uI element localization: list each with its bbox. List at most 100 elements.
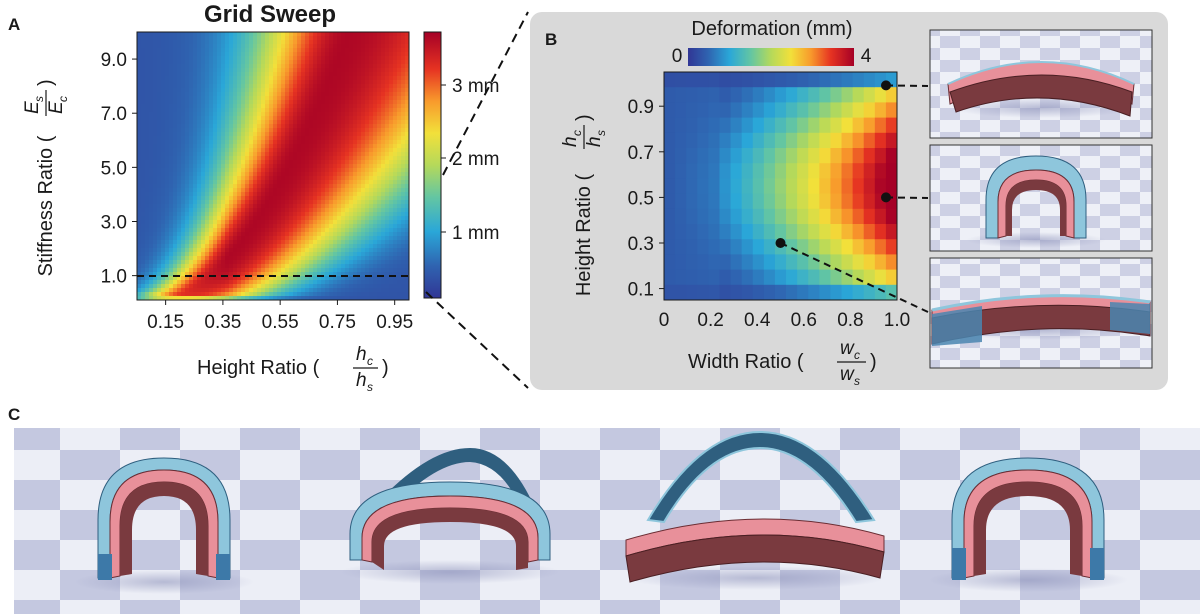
heatmap-a-cell bbox=[209, 188, 214, 193]
heatmap-a-cell bbox=[189, 108, 194, 113]
heatmap-a-cell bbox=[213, 280, 218, 285]
heatmap-a-cell bbox=[249, 88, 254, 93]
heatmap-a-cell bbox=[221, 212, 226, 217]
heatmap-a-cell bbox=[185, 220, 190, 225]
heatmap-a-cell bbox=[153, 240, 158, 245]
heatmap-a-cell bbox=[189, 248, 194, 253]
heatmap-a-cell bbox=[345, 104, 350, 109]
heatmap-a-cell bbox=[193, 216, 198, 221]
heatmap-a-cell bbox=[273, 216, 278, 221]
heatmap-a-cell bbox=[265, 120, 270, 125]
heatmap-a-cell bbox=[261, 256, 266, 261]
heatmap-a-cell bbox=[309, 244, 314, 249]
heatmap-a-cell bbox=[145, 68, 150, 73]
heatmap-a-cell bbox=[177, 96, 182, 101]
heatmap-a-cell bbox=[209, 196, 214, 201]
heatmap-a-cell bbox=[173, 216, 178, 221]
heatmap-a-cell bbox=[385, 224, 390, 229]
heatmap-a-cell bbox=[365, 60, 370, 65]
heatmap-a-cell bbox=[233, 160, 238, 165]
heatmap-a-cell bbox=[229, 128, 234, 133]
heatmap-a-cell bbox=[333, 156, 338, 161]
heatmap-a-cell bbox=[153, 212, 158, 217]
heatmap-a-cell bbox=[157, 276, 162, 281]
heatmap-a-cell bbox=[249, 112, 254, 117]
heatmap-a-cell bbox=[293, 136, 298, 141]
heatmap-a-cell bbox=[141, 100, 146, 105]
heatmap-a-cell bbox=[269, 56, 274, 61]
heatmap-a-cell bbox=[361, 176, 366, 181]
heatmap-a-cell bbox=[337, 256, 342, 261]
heatmap-a-cell bbox=[341, 184, 346, 189]
heatmap-a-cell bbox=[349, 272, 354, 277]
heatmap-a-cell bbox=[337, 124, 342, 129]
heatmap-a-cell bbox=[193, 108, 198, 113]
heatmap-a-cell bbox=[329, 276, 334, 281]
heatmap-a-cell bbox=[237, 100, 242, 105]
heatmap-a-cell bbox=[249, 184, 254, 189]
heatmap-a-cell bbox=[229, 88, 234, 93]
heatmap-a-cell bbox=[153, 108, 158, 113]
heatmap-a-cell bbox=[253, 180, 258, 185]
heatmap-a-cell bbox=[165, 204, 170, 209]
heatmap-a-cell bbox=[381, 212, 386, 217]
heatmap-a-cell bbox=[401, 228, 406, 233]
heatmap-a-cell bbox=[193, 40, 198, 45]
heatmap-a-cell bbox=[185, 68, 190, 73]
heatmap-a-cell bbox=[357, 96, 362, 101]
heatmap-a-cell bbox=[233, 180, 238, 185]
heatmap-a-cell bbox=[277, 220, 282, 225]
heatmap-a-cell bbox=[265, 108, 270, 113]
heatmap-a-cell bbox=[317, 236, 322, 241]
heatmap-a-cell bbox=[305, 132, 310, 137]
heatmap-a-cell bbox=[341, 136, 346, 141]
heatmap-a-cell bbox=[189, 276, 194, 281]
heatmap-a-cell bbox=[165, 160, 170, 165]
heatmap-a-cell bbox=[217, 64, 222, 69]
heatmap-a-cell bbox=[389, 60, 394, 65]
heatmap-a-cell bbox=[253, 40, 258, 45]
heatmap-a-cell bbox=[193, 276, 198, 281]
heatmap-a-cell bbox=[353, 264, 358, 269]
heatmap-a-cell bbox=[337, 204, 342, 209]
heatmap-a-cell bbox=[385, 248, 390, 253]
heatmap-a-cell bbox=[289, 172, 294, 177]
heatmap-b-cell bbox=[664, 193, 676, 210]
heatmap-a-cell bbox=[361, 36, 366, 41]
heatmap-a-cell bbox=[213, 220, 218, 225]
y-tick-label-a: 9.0 bbox=[101, 50, 127, 71]
heatmap-a-cell bbox=[285, 52, 290, 57]
heatmap-a-cell bbox=[277, 100, 282, 105]
heatmap-a-cell bbox=[205, 268, 210, 273]
heatmap-a-cell bbox=[385, 204, 390, 209]
heatmap-a-cell bbox=[249, 260, 254, 265]
heatmap-a-cell bbox=[157, 76, 162, 81]
heatmap-a-cell bbox=[393, 192, 398, 197]
heatmap-a-cell bbox=[141, 224, 146, 229]
heatmap-a-cell bbox=[277, 164, 282, 169]
heatmap-a-cell bbox=[401, 172, 406, 177]
heatmap-a-cell bbox=[233, 132, 238, 137]
heatmap-a-cell bbox=[293, 88, 298, 93]
heatmap-a-cell bbox=[185, 172, 190, 177]
heatmap-a-cell bbox=[213, 108, 218, 113]
heatmap-a-cell bbox=[373, 100, 378, 105]
heatmap-a-cell bbox=[369, 252, 374, 257]
heatmap-a-cell bbox=[313, 284, 318, 289]
panel-b-xlabel: Width Ratio ( w c w s ) bbox=[688, 338, 877, 388]
heatmap-a-cell bbox=[201, 284, 206, 289]
heatmap-a-cell bbox=[329, 148, 334, 153]
heatmap-a-cell bbox=[241, 272, 246, 277]
heatmap-a-cell bbox=[169, 60, 174, 65]
heatmap-a-cell bbox=[277, 84, 282, 89]
heatmap-a-cell bbox=[173, 176, 178, 181]
heatmap-a-cell bbox=[293, 204, 298, 209]
heatmap-a-cell bbox=[169, 40, 174, 45]
heatmap-a-cell bbox=[237, 96, 242, 101]
heatmap-a-cell bbox=[285, 108, 290, 113]
heatmap-a-cell bbox=[381, 140, 386, 145]
heatmap-a-cell bbox=[181, 104, 186, 109]
heatmap-b-cell bbox=[697, 208, 709, 225]
heatmap-a-cell bbox=[229, 156, 234, 161]
heatmap-a-cell bbox=[221, 132, 226, 137]
